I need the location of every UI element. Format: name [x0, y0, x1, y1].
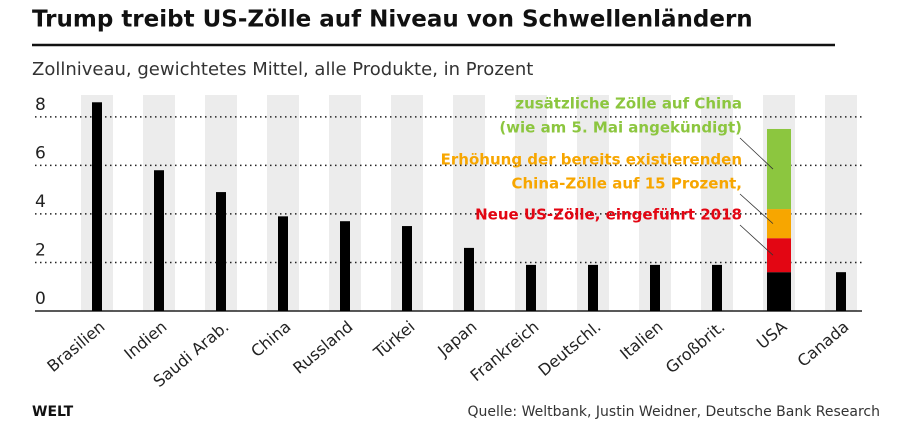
legend-label: Erhöhung der bereits existierenden	[441, 151, 742, 169]
x-tick: Indien	[120, 317, 170, 363]
legend-connector	[739, 137, 774, 170]
bar	[650, 264, 660, 311]
bar	[464, 247, 474, 311]
bar	[216, 192, 226, 311]
legend-connector	[739, 193, 774, 224]
legend-connector	[739, 224, 774, 256]
bar	[767, 209, 791, 239]
y-tick-label: 2	[35, 240, 46, 260]
bar	[340, 221, 350, 311]
y-tick-label: 6	[35, 143, 46, 163]
legend-label: China-Zölle auf 15 Prozent,	[511, 175, 742, 193]
bar	[836, 272, 846, 311]
x-tick: Türkei	[369, 317, 418, 363]
x-tick: USA	[753, 317, 791, 353]
bar	[712, 264, 722, 311]
x-tick: Frankreich	[466, 317, 542, 385]
x-tick-label: USA	[753, 317, 791, 353]
legend-label: (wie am 5. Mai angekündigt)	[499, 119, 742, 137]
x-tick-label: Indien	[120, 317, 170, 363]
x-tick: Italien	[616, 317, 666, 363]
bar	[767, 272, 791, 311]
chart-subtitle: Zollniveau, gewichtetes Mittel, alle Pro…	[32, 59, 533, 80]
x-tick: Brasilien	[43, 317, 108, 376]
brand: WELT	[32, 404, 74, 420]
y-tick-label: 4	[35, 192, 46, 212]
x-tick-label: Großbrit.	[662, 317, 729, 377]
x-tick-label: Japan	[433, 317, 480, 361]
x-tick-label: Russland	[289, 317, 356, 378]
chart-title: Trump treibt US-Zölle auf Niveau von Sch…	[32, 7, 753, 33]
x-tick-label: Frankreich	[466, 317, 542, 385]
x-tick-label: Italien	[616, 317, 666, 363]
x-tick-label: Brasilien	[43, 317, 108, 376]
x-tick: Großbrit.	[662, 317, 729, 377]
x-tick: Japan	[433, 317, 480, 361]
legend-label: Neue US-Zölle, eingeführt 2018	[475, 206, 742, 224]
x-tick-label: Deutschl.	[534, 317, 604, 380]
bar	[767, 238, 791, 273]
x-tick: China	[247, 317, 294, 361]
x-tick: Russland	[289, 317, 356, 378]
bar	[588, 264, 598, 311]
x-tick: Deutschl.	[534, 317, 604, 380]
source: Quelle: Weltbank, Justin Weidner, Deutsc…	[468, 404, 881, 420]
x-tick: Canada	[794, 317, 853, 371]
bar	[402, 226, 412, 311]
bar	[278, 216, 288, 311]
bar	[92, 102, 102, 311]
x-tick-label: China	[247, 317, 294, 361]
x-tick-label: Canada	[794, 317, 853, 371]
x-tick-label: Türkei	[369, 317, 418, 363]
bar	[767, 128, 791, 210]
bar	[526, 264, 536, 311]
y-tick-label: 0	[35, 289, 46, 309]
legend-label: zusätzliche Zölle auf China	[515, 95, 742, 113]
bar	[154, 170, 164, 311]
y-tick-label: 8	[35, 95, 46, 115]
